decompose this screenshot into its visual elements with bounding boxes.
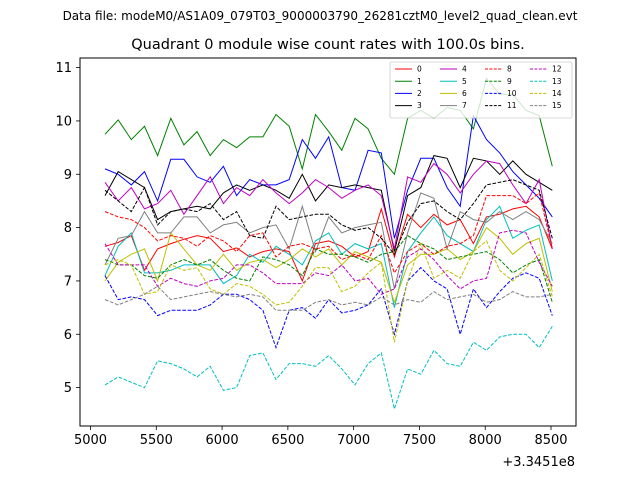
chart-title: Quadrant 0 module wise count rates with … <box>131 37 525 53</box>
series-line-13 <box>104 326 553 411</box>
x-tick-label: 8500 <box>534 433 567 448</box>
y-tick-label: 5 <box>64 381 72 396</box>
plot-border <box>79 57 577 427</box>
series-line-2 <box>104 114 553 239</box>
legend-label-5: 5 <box>462 77 467 86</box>
series-line-5 <box>104 205 553 308</box>
legend-box <box>389 61 573 119</box>
x-tick-label: 6000 <box>206 433 239 448</box>
legend-label-2: 2 <box>417 89 422 98</box>
y-tick-label: 10 <box>55 114 72 129</box>
legend-label-0: 0 <box>417 65 422 74</box>
legend-label-6: 6 <box>462 89 467 98</box>
series-line-0 <box>104 205 553 283</box>
y-tick-label: 8 <box>64 221 72 236</box>
x-axis: 5000 5500 6000 6500 7000 7500 8000 8500 <box>74 426 568 448</box>
plot-area <box>79 57 577 427</box>
series-line-4 <box>104 160 553 250</box>
x-tick-label: 6500 <box>271 433 304 448</box>
x-tick-label: 5000 <box>74 433 107 448</box>
series-line-8 <box>104 192 553 275</box>
series-line-11 <box>104 179 553 256</box>
x-tick-label: 7000 <box>337 433 370 448</box>
legend-label-14: 14 <box>552 89 562 98</box>
y-tick-label: 11 <box>55 61 72 76</box>
x-tick-label: 5500 <box>140 433 173 448</box>
legend-label-7: 7 <box>462 101 467 110</box>
y-tick-label: 7 <box>64 274 72 289</box>
x-tick-label: 8000 <box>469 433 502 448</box>
series-line-6 <box>104 226 553 304</box>
legend-label-11: 11 <box>507 101 517 110</box>
legend-label-12: 12 <box>552 65 562 74</box>
series-line-12 <box>104 229 553 295</box>
legend-label-9: 9 <box>507 77 512 86</box>
x-tick-label: 7500 <box>403 433 436 448</box>
series-line-15 <box>104 285 553 311</box>
y-tick-label: 9 <box>64 168 72 183</box>
series-line-10 <box>104 266 553 350</box>
y-axis: 5 6 7 8 9 10 11 <box>55 61 80 396</box>
figure-suptitle: Data file: modeM0/AS1A09_079T03_90000037… <box>63 9 578 23</box>
series-line-9 <box>104 234 553 303</box>
series-line-14 <box>104 240 553 343</box>
legend-label-3: 3 <box>417 101 422 110</box>
y-tick-label: 6 <box>64 328 72 343</box>
x-axis-offset-label: +3.3451e8 <box>502 455 575 470</box>
legend-label-4: 4 <box>462 65 467 74</box>
plot-frame <box>80 58 576 426</box>
series-line-7 <box>104 192 553 290</box>
legend-label-10: 10 <box>507 89 517 98</box>
legend-label-8: 8 <box>507 65 512 74</box>
legend-label-15: 15 <box>552 101 562 110</box>
series-layer <box>104 77 553 411</box>
legend-label-1: 1 <box>417 77 422 86</box>
legend-label-13: 13 <box>552 77 562 86</box>
